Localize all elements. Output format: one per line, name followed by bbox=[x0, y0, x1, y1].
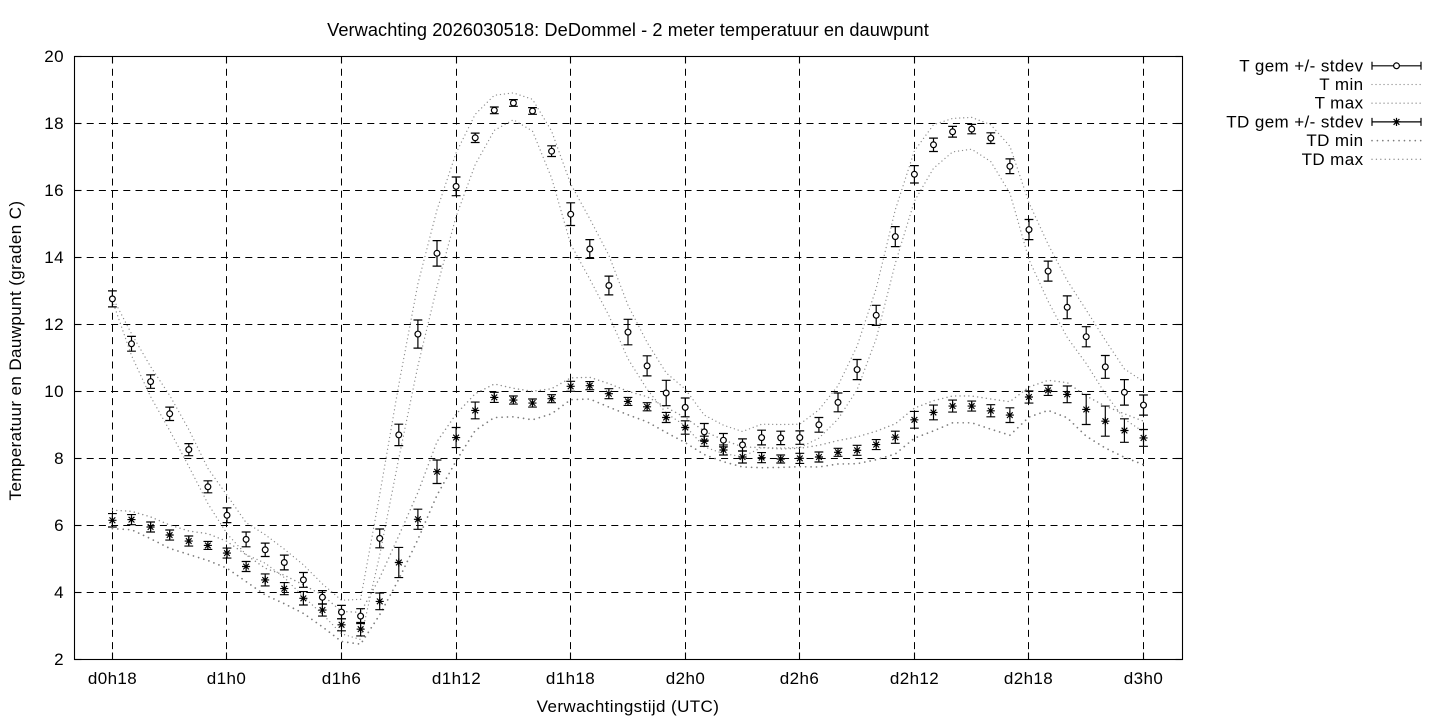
svg-text:d2h18: d2h18 bbox=[1004, 669, 1053, 688]
svg-text:d0h18: d0h18 bbox=[88, 669, 137, 688]
svg-text:TD gem +/- stdev: TD gem +/- stdev bbox=[1226, 112, 1363, 131]
svg-text:d3h0: d3h0 bbox=[1124, 669, 1163, 688]
svg-text:d1h18: d1h18 bbox=[546, 669, 595, 688]
svg-text:TD min: TD min bbox=[1306, 131, 1363, 150]
svg-text:d1h6: d1h6 bbox=[322, 669, 361, 688]
svg-text:8: 8 bbox=[54, 449, 64, 468]
svg-text:20: 20 bbox=[44, 47, 64, 66]
svg-text:T min: T min bbox=[1319, 75, 1363, 94]
svg-text:d1h12: d1h12 bbox=[432, 669, 481, 688]
svg-text:d2h6: d2h6 bbox=[780, 669, 819, 688]
svg-text:Verwachting 2026030518: DeDomm: Verwachting 2026030518: DeDommel - 2 met… bbox=[327, 20, 929, 40]
svg-text:d1h0: d1h0 bbox=[207, 669, 246, 688]
svg-text:2: 2 bbox=[54, 650, 64, 669]
svg-text:6: 6 bbox=[54, 516, 64, 535]
svg-text:Temperatuur en Dauwpunt (grade: Temperatuur en Dauwpunt (graden C) bbox=[6, 201, 25, 501]
svg-text:T max: T max bbox=[1315, 94, 1364, 113]
svg-text:14: 14 bbox=[44, 248, 64, 267]
svg-text:T gem +/- stdev: T gem +/- stdev bbox=[1239, 56, 1363, 75]
svg-text:TD max: TD max bbox=[1302, 150, 1364, 169]
svg-text:d2h12: d2h12 bbox=[890, 669, 939, 688]
svg-text:10: 10 bbox=[44, 382, 64, 401]
svg-text:12: 12 bbox=[44, 315, 64, 334]
svg-text:18: 18 bbox=[44, 114, 64, 133]
svg-text:16: 16 bbox=[44, 181, 64, 200]
svg-text:4: 4 bbox=[54, 583, 64, 602]
svg-text:d2h0: d2h0 bbox=[666, 669, 705, 688]
svg-text:Verwachtingstijd (UTC): Verwachtingstijd (UTC) bbox=[537, 697, 720, 716]
